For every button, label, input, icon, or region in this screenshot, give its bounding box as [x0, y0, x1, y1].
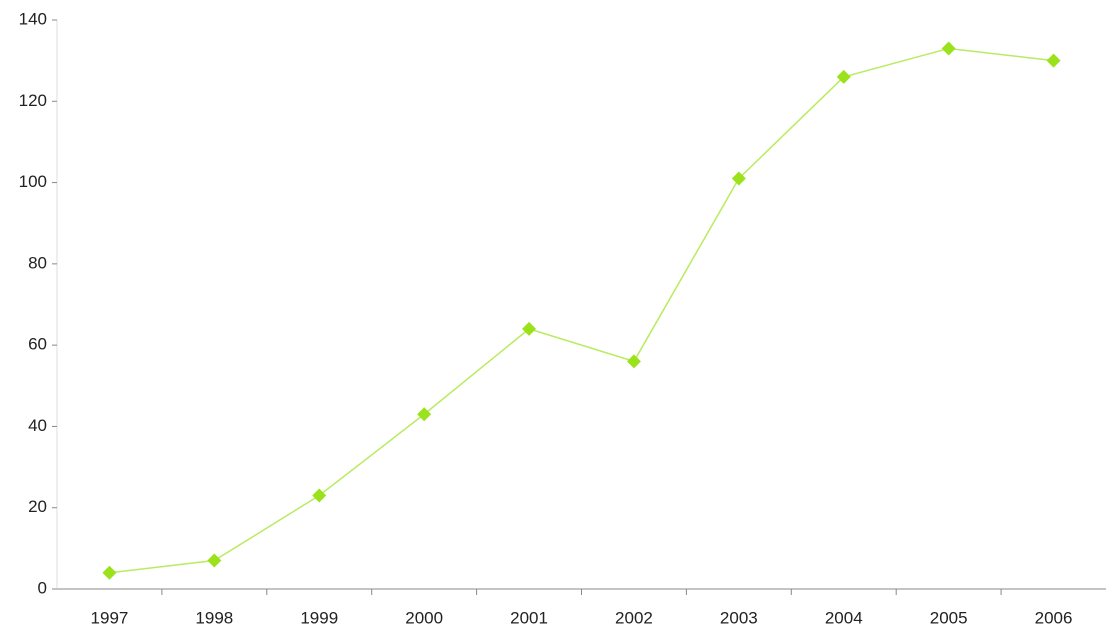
- data-point: [417, 407, 432, 422]
- data-point: [731, 171, 746, 186]
- x-tick-label: 2001: [510, 608, 548, 627]
- x-tick-label: 2005: [930, 608, 968, 627]
- x-tick-label: 2006: [1035, 608, 1073, 627]
- y-tick-label: 20: [28, 497, 47, 516]
- y-tick-label: 0: [38, 578, 47, 597]
- data-point: [626, 354, 641, 369]
- data-point: [102, 565, 117, 580]
- data-line: [109, 47, 1054, 574]
- data-point: [522, 321, 537, 336]
- data-point: [941, 41, 956, 56]
- y-tick-label: 140: [19, 9, 47, 28]
- x-tick-label: 1997: [91, 608, 129, 627]
- data-point: [207, 553, 222, 568]
- y-tick-label: 60: [28, 335, 47, 354]
- x-tick-label: 2004: [825, 608, 863, 627]
- data-point: [1046, 53, 1061, 68]
- data-point: [312, 488, 327, 503]
- y-tick-label: 40: [28, 416, 47, 435]
- x-tick-label: 1998: [195, 608, 233, 627]
- y-tick-label: 100: [19, 172, 47, 191]
- y-tick-label: 120: [19, 91, 47, 110]
- x-tick-label: 2003: [720, 608, 758, 627]
- x-tick-label: 2000: [405, 608, 443, 627]
- data-point: [836, 69, 851, 84]
- x-tick-label: 1999: [300, 608, 338, 627]
- y-tick-label: 80: [28, 253, 47, 272]
- x-tick-label: 2002: [615, 608, 653, 627]
